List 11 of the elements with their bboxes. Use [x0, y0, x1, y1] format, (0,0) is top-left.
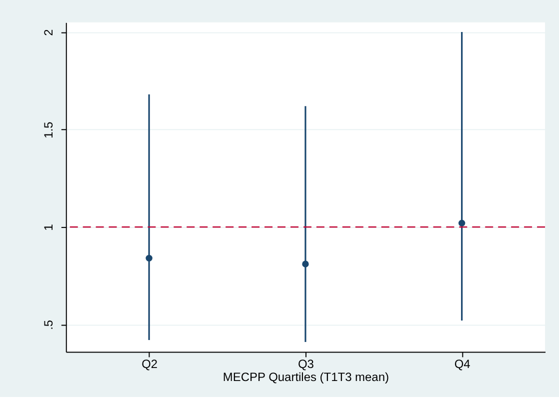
y-tick-label: 1.5 [41, 121, 56, 138]
y-tick-label: 1 [41, 224, 56, 231]
y-tick-label: .5 [41, 320, 56, 330]
point [458, 220, 466, 226]
x-tick-label: Q3 [298, 357, 314, 372]
x-axis-title: MECPP Quartiles (T1T3 mean) [222, 370, 389, 384]
x-tick-label: Q4 [454, 357, 471, 372]
x-tick-label: Q2 [142, 357, 158, 372]
y-tick-label: 2 [41, 28, 56, 36]
point [146, 254, 152, 262]
point [302, 260, 309, 268]
